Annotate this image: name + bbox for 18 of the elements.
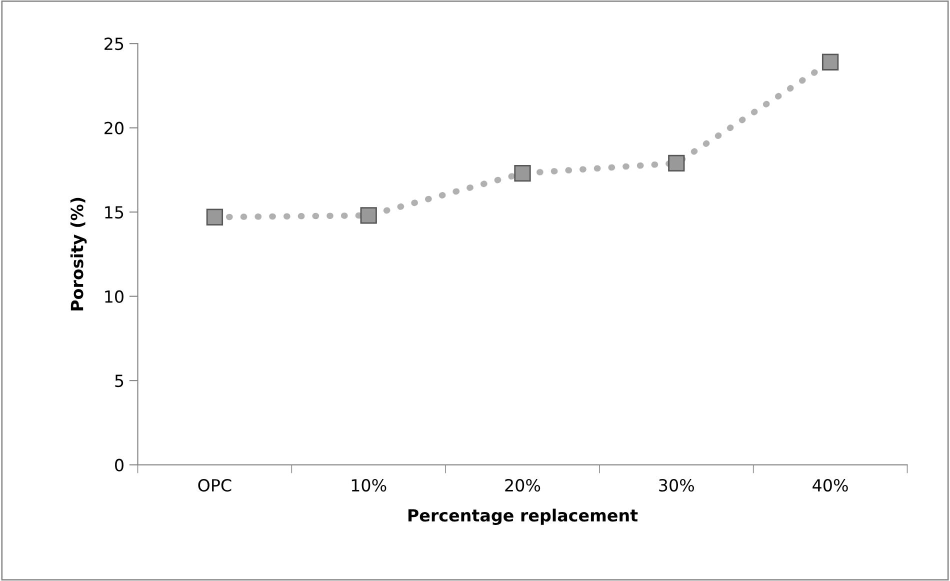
x-tick-label: 40% xyxy=(812,478,848,492)
point xyxy=(514,164,531,182)
point xyxy=(360,207,377,224)
x-tick-label: 10% xyxy=(352,478,386,492)
x-tick-label: OPC xyxy=(198,478,232,492)
point xyxy=(206,208,224,226)
y-tick-label: 10 xyxy=(105,290,124,303)
y-axis-title: Porosity (%) xyxy=(70,198,87,310)
y-tick-label: 20 xyxy=(104,122,124,134)
point xyxy=(668,154,685,172)
x-tick-label: 30% xyxy=(659,478,694,492)
x-tick-label: 20% xyxy=(505,478,540,492)
y-tick-label: 0 xyxy=(115,458,124,472)
y-tick-label: 5 xyxy=(115,374,124,388)
x-axis-title: Percentage replacement xyxy=(408,508,638,525)
point xyxy=(822,54,839,70)
y-tick-label: 25 xyxy=(104,38,124,50)
y-tick-label: 15 xyxy=(105,206,124,219)
